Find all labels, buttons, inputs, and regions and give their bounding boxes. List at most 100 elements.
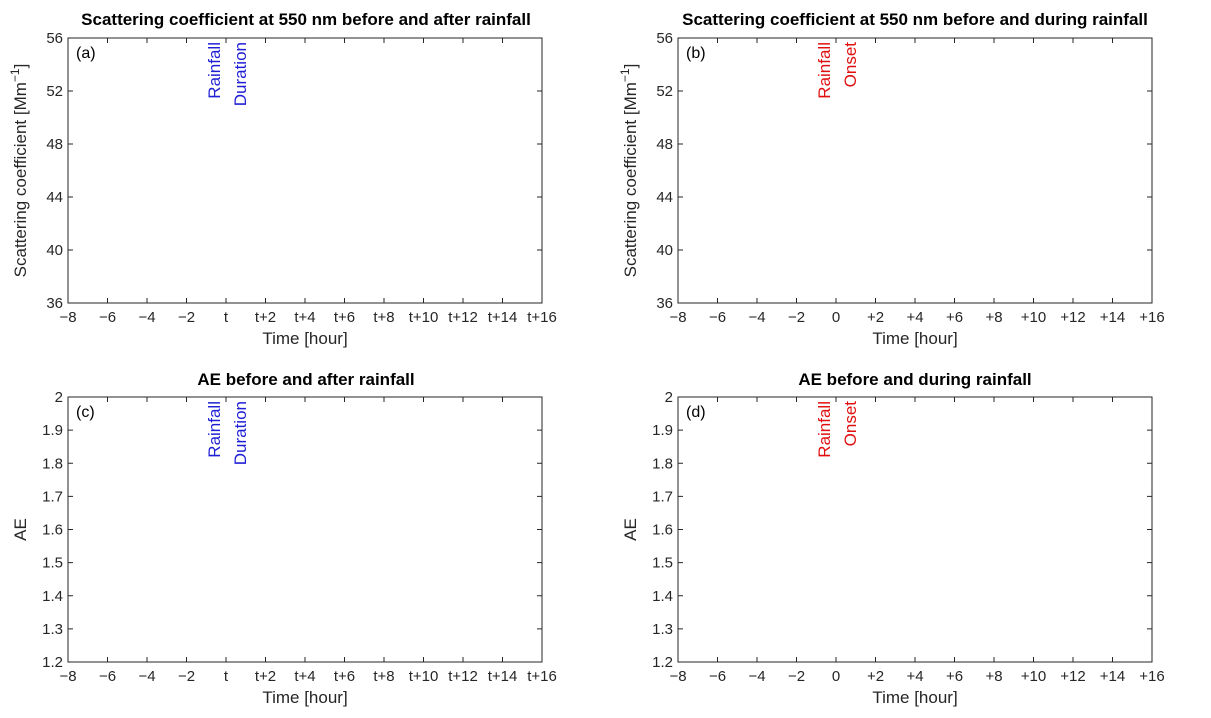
y-tick-label: 1.5	[42, 555, 63, 572]
panel-b: −8 −6 −4 −2 0 +2 +4 +6 +8 +10 +12 +14 +16 36 40 44 48 52 5…	[618, 10, 1165, 348]
y-tick-label: 56	[46, 30, 63, 47]
y-tick-label: 40	[656, 242, 673, 259]
x-tick-label: +12	[1060, 309, 1085, 326]
y-axis-label-superscript: −1	[618, 68, 632, 82]
x-tick-label: t+12	[448, 668, 478, 685]
event-annotation: Duration	[231, 401, 250, 465]
x-axis-label: Time [hour]	[872, 688, 957, 707]
x-tick-label: t+16	[527, 309, 557, 326]
x-tick-label: t+14	[488, 309, 518, 326]
event-annotation: Rainfall	[815, 401, 834, 458]
y-tick-label: 36	[656, 295, 673, 312]
chart-title: Scattering coefficient at 550 nm before …	[682, 10, 1148, 29]
y-tick-label: 2	[665, 389, 673, 406]
x-tick-label: t+14	[488, 668, 518, 685]
axes-frame	[677, 37, 1153, 304]
x-tick-label: +4	[906, 668, 923, 685]
event-annotation: Rainfall	[205, 42, 224, 99]
y-tick-label: 1.2	[42, 654, 63, 671]
panel-a: −8 −6 −4 −2 t t+2 t+4 t+6 t+8 t+10 t+12 t+14 t+16 36 4…	[8, 10, 557, 348]
x-tick-label: 0	[832, 668, 840, 685]
chart-title: Scattering coefficient at 550 nm before …	[81, 10, 531, 29]
y-tick-label: 1.3	[42, 621, 63, 638]
x-tick-label: t+12	[448, 309, 478, 326]
y-tick-label: 1.5	[652, 555, 673, 572]
y-tick-label: 48	[46, 136, 63, 153]
y-tick-label: 56	[656, 30, 673, 47]
x-tick-label: −6	[709, 309, 726, 326]
x-tick-label: +16	[1139, 309, 1164, 326]
y-axis-label-text: Scattering coefficient [Mm	[11, 82, 30, 277]
y-axis-label-text: Scattering coefficient [Mm	[621, 82, 640, 277]
chart-title: AE before and during rainfall	[798, 370, 1031, 389]
x-tick-label: −8	[669, 668, 686, 685]
y-axis-label: Scattering coefficient [Mm−1]	[8, 64, 30, 278]
y-tick-label: 52	[656, 83, 673, 100]
y-axis-label-text: AE	[621, 518, 640, 541]
x-tick-label: t+6	[334, 668, 355, 685]
x-tick-label: −2	[178, 668, 195, 685]
x-axis-label: Time [hour]	[262, 329, 347, 348]
y-tick-label: 1.4	[42, 588, 63, 605]
event-annotation: Duration	[231, 42, 250, 106]
y-tick-label: 44	[656, 189, 673, 206]
axes-frame	[67, 396, 543, 663]
x-tick-label: t+8	[373, 668, 394, 685]
y-tick-label: 1.4	[652, 588, 673, 605]
y-tick-label: 1.3	[652, 621, 673, 638]
x-tick-label: −2	[788, 309, 805, 326]
y-tick-label: 44	[46, 189, 63, 206]
x-tick-label: −6	[99, 309, 116, 326]
y-tick-label: 1.9	[652, 422, 673, 439]
x-tick-label: +8	[985, 668, 1002, 685]
y-tick-label: 1.7	[652, 488, 673, 505]
x-tick-label: +2	[867, 668, 884, 685]
y-axis-label: Scattering coefficient [Mm−1]	[618, 64, 640, 278]
y-axis-label: AE	[11, 518, 30, 541]
y-tick-label: 1.2	[652, 654, 673, 671]
event-annotation: Onset	[841, 401, 860, 447]
y-tick-label: 1.6	[652, 522, 673, 539]
x-tick-label: +14	[1100, 309, 1125, 326]
y-tick-label: 48	[656, 136, 673, 153]
event-annotation: Onset	[841, 42, 860, 88]
x-tick-label: +12	[1060, 668, 1085, 685]
x-tick-label: −6	[709, 668, 726, 685]
y-tick-label: 40	[46, 242, 63, 259]
x-tick-label: +6	[946, 309, 963, 326]
y-tick-label: 52	[46, 83, 63, 100]
x-tick-label: −2	[788, 668, 805, 685]
y-tick-label: 1.6	[42, 522, 63, 539]
event-annotation: Rainfall	[205, 401, 224, 458]
x-tick-label: t+4	[294, 668, 315, 685]
x-tick-label: t+6	[334, 309, 355, 326]
y-axis-label-end: ]	[621, 64, 640, 69]
y-tick-label: 1.8	[42, 455, 63, 472]
event-annotation: Rainfall	[815, 42, 834, 99]
x-tick-label: +10	[1021, 309, 1046, 326]
x-tick-label: −4	[138, 309, 155, 326]
y-tick-label: 2	[55, 389, 63, 406]
x-tick-label: t+2	[255, 309, 276, 326]
x-tick-label: t+4	[294, 309, 315, 326]
chart-title: AE before and after rainfall	[197, 370, 414, 389]
x-tick-label: −6	[99, 668, 116, 685]
x-tick-label: t+16	[527, 668, 557, 685]
x-tick-label: t+10	[409, 668, 439, 685]
x-tick-label: t+10	[409, 309, 439, 326]
x-tick-label: +4	[906, 309, 923, 326]
x-tick-label: +14	[1100, 668, 1125, 685]
x-tick-label: t	[224, 668, 229, 685]
y-tick-label: 1.8	[652, 455, 673, 472]
panel-label: (c)	[76, 404, 95, 421]
y-axis-label: AE	[621, 518, 640, 541]
x-tick-label: −4	[748, 668, 765, 685]
x-tick-label: t+8	[373, 309, 394, 326]
x-tick-label: +2	[867, 309, 884, 326]
x-axis-label: Time [hour]	[262, 688, 347, 707]
x-tick-label: −2	[178, 309, 195, 326]
y-axis-label-end: ]	[11, 64, 30, 69]
x-tick-label: +6	[946, 668, 963, 685]
x-tick-label: −8	[669, 309, 686, 326]
